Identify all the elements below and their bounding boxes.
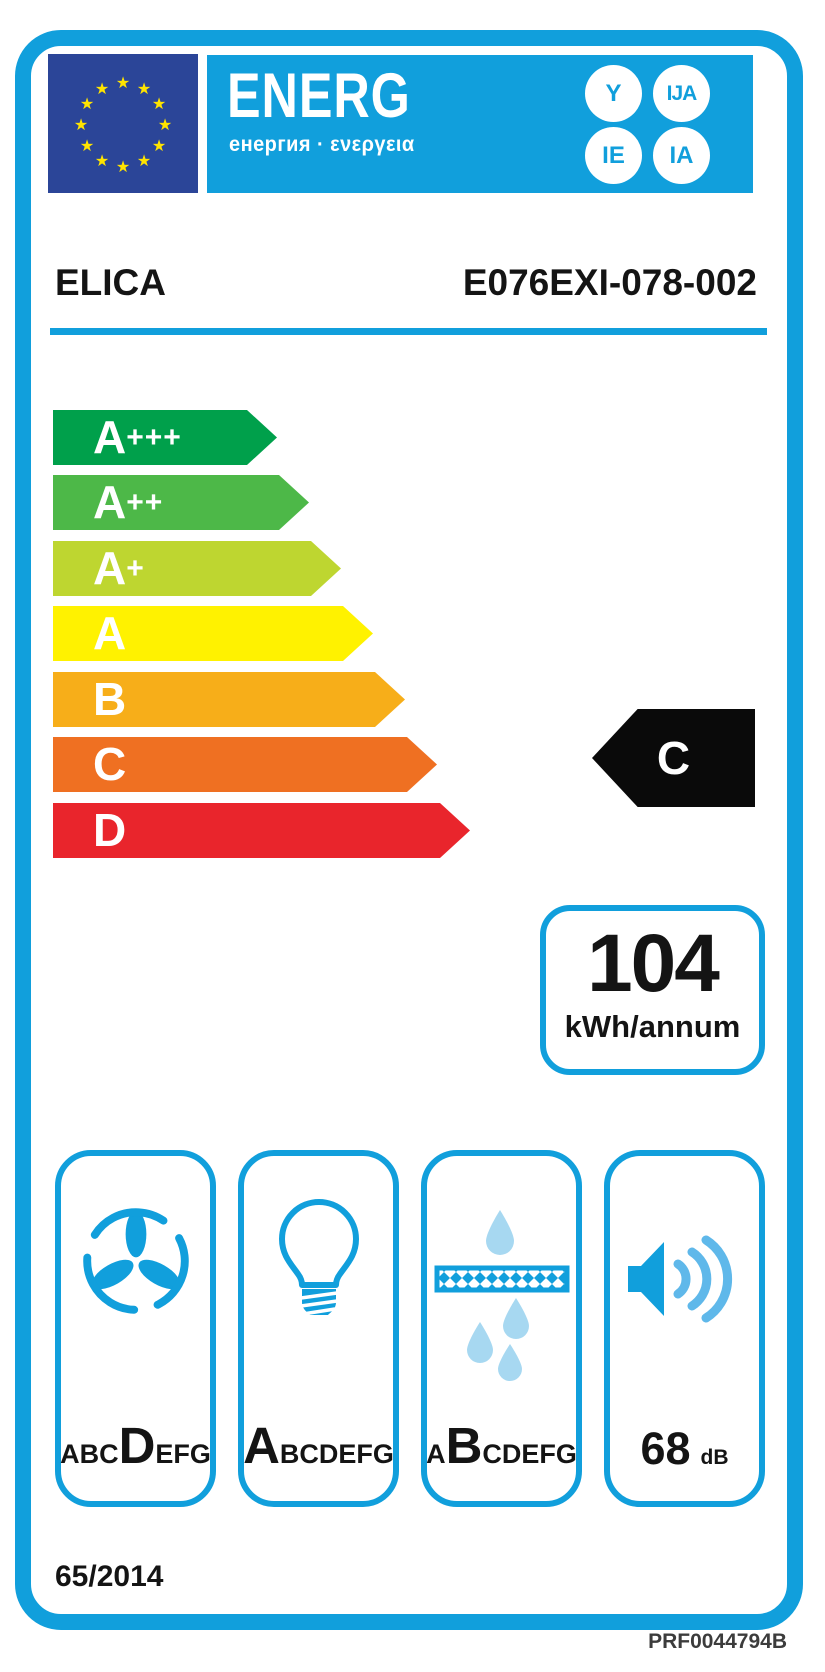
language-suffix-ie: IE (585, 127, 642, 184)
svg-text:★: ★ (116, 73, 130, 92)
scale-letter: A (93, 476, 127, 528)
energ-word: ENERG (227, 60, 411, 131)
fan-icon (75, 1200, 197, 1327)
eu-flag-icon: ★ ★ ★★ ★★ ★★ ★★ ★★ (48, 54, 198, 193)
svg-text:★: ★ (95, 151, 109, 170)
scale-letter: C (93, 738, 127, 790)
letters-suffix: EFG (155, 1439, 211, 1469)
svg-text:★: ★ (116, 157, 130, 176)
noise-box: 68 dB (604, 1150, 765, 1507)
svg-text:★: ★ (152, 94, 166, 113)
scale-suffix: +++ (126, 421, 182, 454)
energ-subtext: енергия · ενεργεια (229, 133, 415, 156)
scale-arrow-a: A (53, 606, 373, 661)
lighting-class: A BCDEFG (243, 1416, 394, 1475)
letters-suffix: BCDEFG (279, 1439, 394, 1469)
consumption-unit: kWh/annum (564, 1009, 741, 1044)
language-suffix-y: Y (585, 65, 642, 122)
scale-letter: A (93, 411, 127, 463)
letters-bold: B (445, 1417, 483, 1474)
scale-arrow-a+++: A+++ (53, 410, 277, 465)
letters-bold: A (243, 1417, 280, 1474)
scale-letter: B (93, 673, 127, 725)
grease-filter-icon (432, 1206, 572, 1391)
brand-name: ELICA (55, 262, 166, 303)
lighting-box: A BCDEFG (238, 1150, 399, 1507)
document-reference: PRF0044794B (648, 1630, 787, 1653)
annual-consumption-box: 104 kWh/annum (540, 905, 765, 1075)
grease-filter-box: A B CDEFG (421, 1150, 582, 1507)
svg-text:★: ★ (74, 115, 88, 134)
energ-banner: ENERG енергия · ενεργεια Y IJA IE IA (207, 55, 753, 193)
letters-prefix: A (426, 1439, 446, 1469)
scale-arrow-d: D (53, 803, 470, 858)
svg-text:★: ★ (137, 151, 151, 170)
rated-class-letter: C (656, 732, 691, 784)
light-bulb-icon (269, 1192, 369, 1375)
scale-arrow-b: B (53, 672, 405, 727)
svg-text:★: ★ (80, 94, 94, 113)
scale-arrow-a++: A++ (53, 475, 309, 530)
letters-prefix: ABC (60, 1439, 119, 1469)
scale-letter: A (93, 542, 127, 594)
regulation-number: 65/2014 (55, 1560, 164, 1593)
svg-text:★: ★ (80, 136, 94, 155)
svg-text:★: ★ (152, 136, 166, 155)
model-number: E076EXI-078-002 (462, 262, 757, 303)
noise-unit: dB (700, 1446, 729, 1469)
language-suffix-ija: IJA (653, 65, 710, 122)
grease-filter-class: A B CDEFG (426, 1416, 577, 1475)
scale-arrow-c: C (53, 737, 437, 792)
letters-suffix: CDEFG (482, 1439, 577, 1469)
noise-level: 68 dB (610, 1423, 759, 1475)
svg-text:★: ★ (137, 79, 151, 98)
speaker-icon (626, 1228, 744, 1335)
noise-value: 68 (640, 1423, 691, 1474)
language-suffix-ia: IA (653, 127, 710, 184)
svg-text:★: ★ (95, 79, 109, 98)
scale-suffix: ++ (126, 486, 164, 519)
consumption-value: 104 (587, 918, 720, 1009)
scale-arrow-a+: A+ (53, 541, 341, 596)
fluid-dynamic-class: ABC D EFG (60, 1416, 211, 1475)
fluid-dynamic-box: ABC D EFG (55, 1150, 216, 1507)
header-divider (50, 328, 767, 335)
svg-text:★: ★ (158, 115, 172, 134)
scale-letter: D (93, 804, 127, 856)
scale-letter: A (93, 607, 127, 659)
eu-flag: ★ ★ ★ ★ ★ ★ ★ ★ ★ ★ ★ ★ (48, 54, 198, 193)
letters-bold: D (118, 1417, 156, 1474)
scale-suffix: + (126, 552, 145, 585)
